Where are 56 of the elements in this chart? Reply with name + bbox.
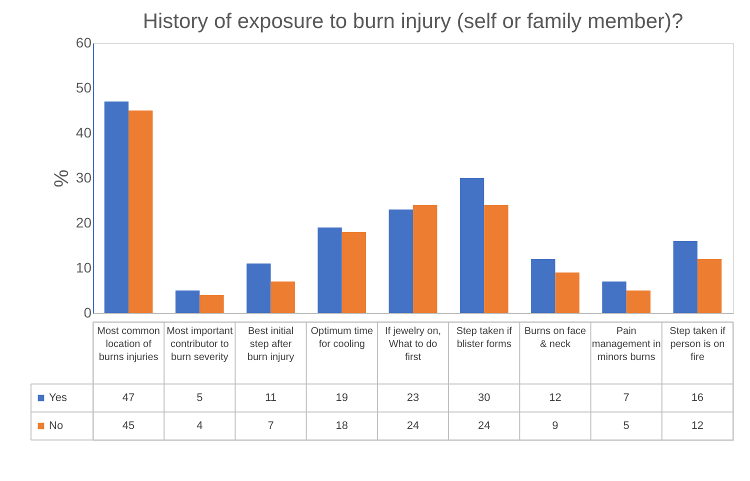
data-label: 30 (478, 392, 490, 404)
data-label: 45 (122, 420, 135, 432)
x-tick-label: Most important contributor to burn severity (166, 326, 233, 363)
data-label: 12 (549, 392, 562, 404)
bar (602, 282, 626, 313)
bar (270, 282, 295, 313)
bar (460, 178, 484, 313)
data-label: 16 (691, 392, 704, 404)
y-tick-label: 20 (76, 214, 92, 230)
bar (626, 290, 651, 313)
y-tick-label: 30 (76, 170, 92, 186)
y-tick-label: 50 (76, 80, 92, 96)
data-label: 5 (196, 392, 203, 404)
bar (128, 110, 153, 313)
data-label: 7 (268, 420, 274, 432)
x-tick-label: Optimum time for cooling (310, 326, 374, 350)
data-label: 24 (478, 420, 490, 432)
y-tick-label: 0 (84, 304, 92, 320)
bar (673, 241, 698, 313)
x-tick-label: Burns on face & neck (524, 326, 587, 350)
data-label: 24 (406, 420, 420, 432)
y-tick-label: 10 (76, 260, 92, 276)
data-label: 18 (336, 420, 348, 432)
x-tick-label: Most common location of burns injuries (97, 326, 160, 363)
data-label: 19 (336, 392, 348, 404)
bar (697, 259, 722, 313)
data-label: 9 (552, 420, 558, 432)
bar (200, 295, 224, 313)
x-tick-label: Step taken if person is on fire (670, 326, 726, 363)
data-label: 12 (691, 420, 704, 432)
y-tick-label: 60 (76, 34, 92, 50)
data-label: 4 (196, 420, 203, 432)
bar (484, 205, 508, 313)
bar (388, 210, 413, 313)
data-label: 5 (623, 420, 630, 432)
data-label: 47 (122, 392, 135, 404)
bar (246, 264, 271, 313)
bar (175, 290, 200, 313)
y-axis-title: % (50, 169, 73, 188)
bar (531, 259, 556, 313)
bar (555, 272, 580, 313)
x-tick-label: Best initial step after burn injury (247, 326, 294, 363)
bar (104, 102, 129, 313)
y-tick-label: 40 (76, 124, 92, 140)
legend-label: No (49, 420, 64, 432)
data-label: 23 (406, 392, 420, 404)
data-label: 7 (623, 392, 630, 404)
legend-label: Yes (49, 392, 68, 404)
data-label: 11 (265, 392, 276, 404)
x-tick-label: Pain management in minors burns (592, 326, 661, 363)
bar (413, 205, 438, 313)
bar (318, 228, 342, 313)
x-tick-label: If jewelry on, What to do first (384, 326, 442, 363)
bar (342, 232, 366, 313)
x-tick-label: Step taken if blister forms (456, 326, 512, 350)
chart-title: History of exposure to burn injury (self or family member)? (142, 10, 684, 33)
